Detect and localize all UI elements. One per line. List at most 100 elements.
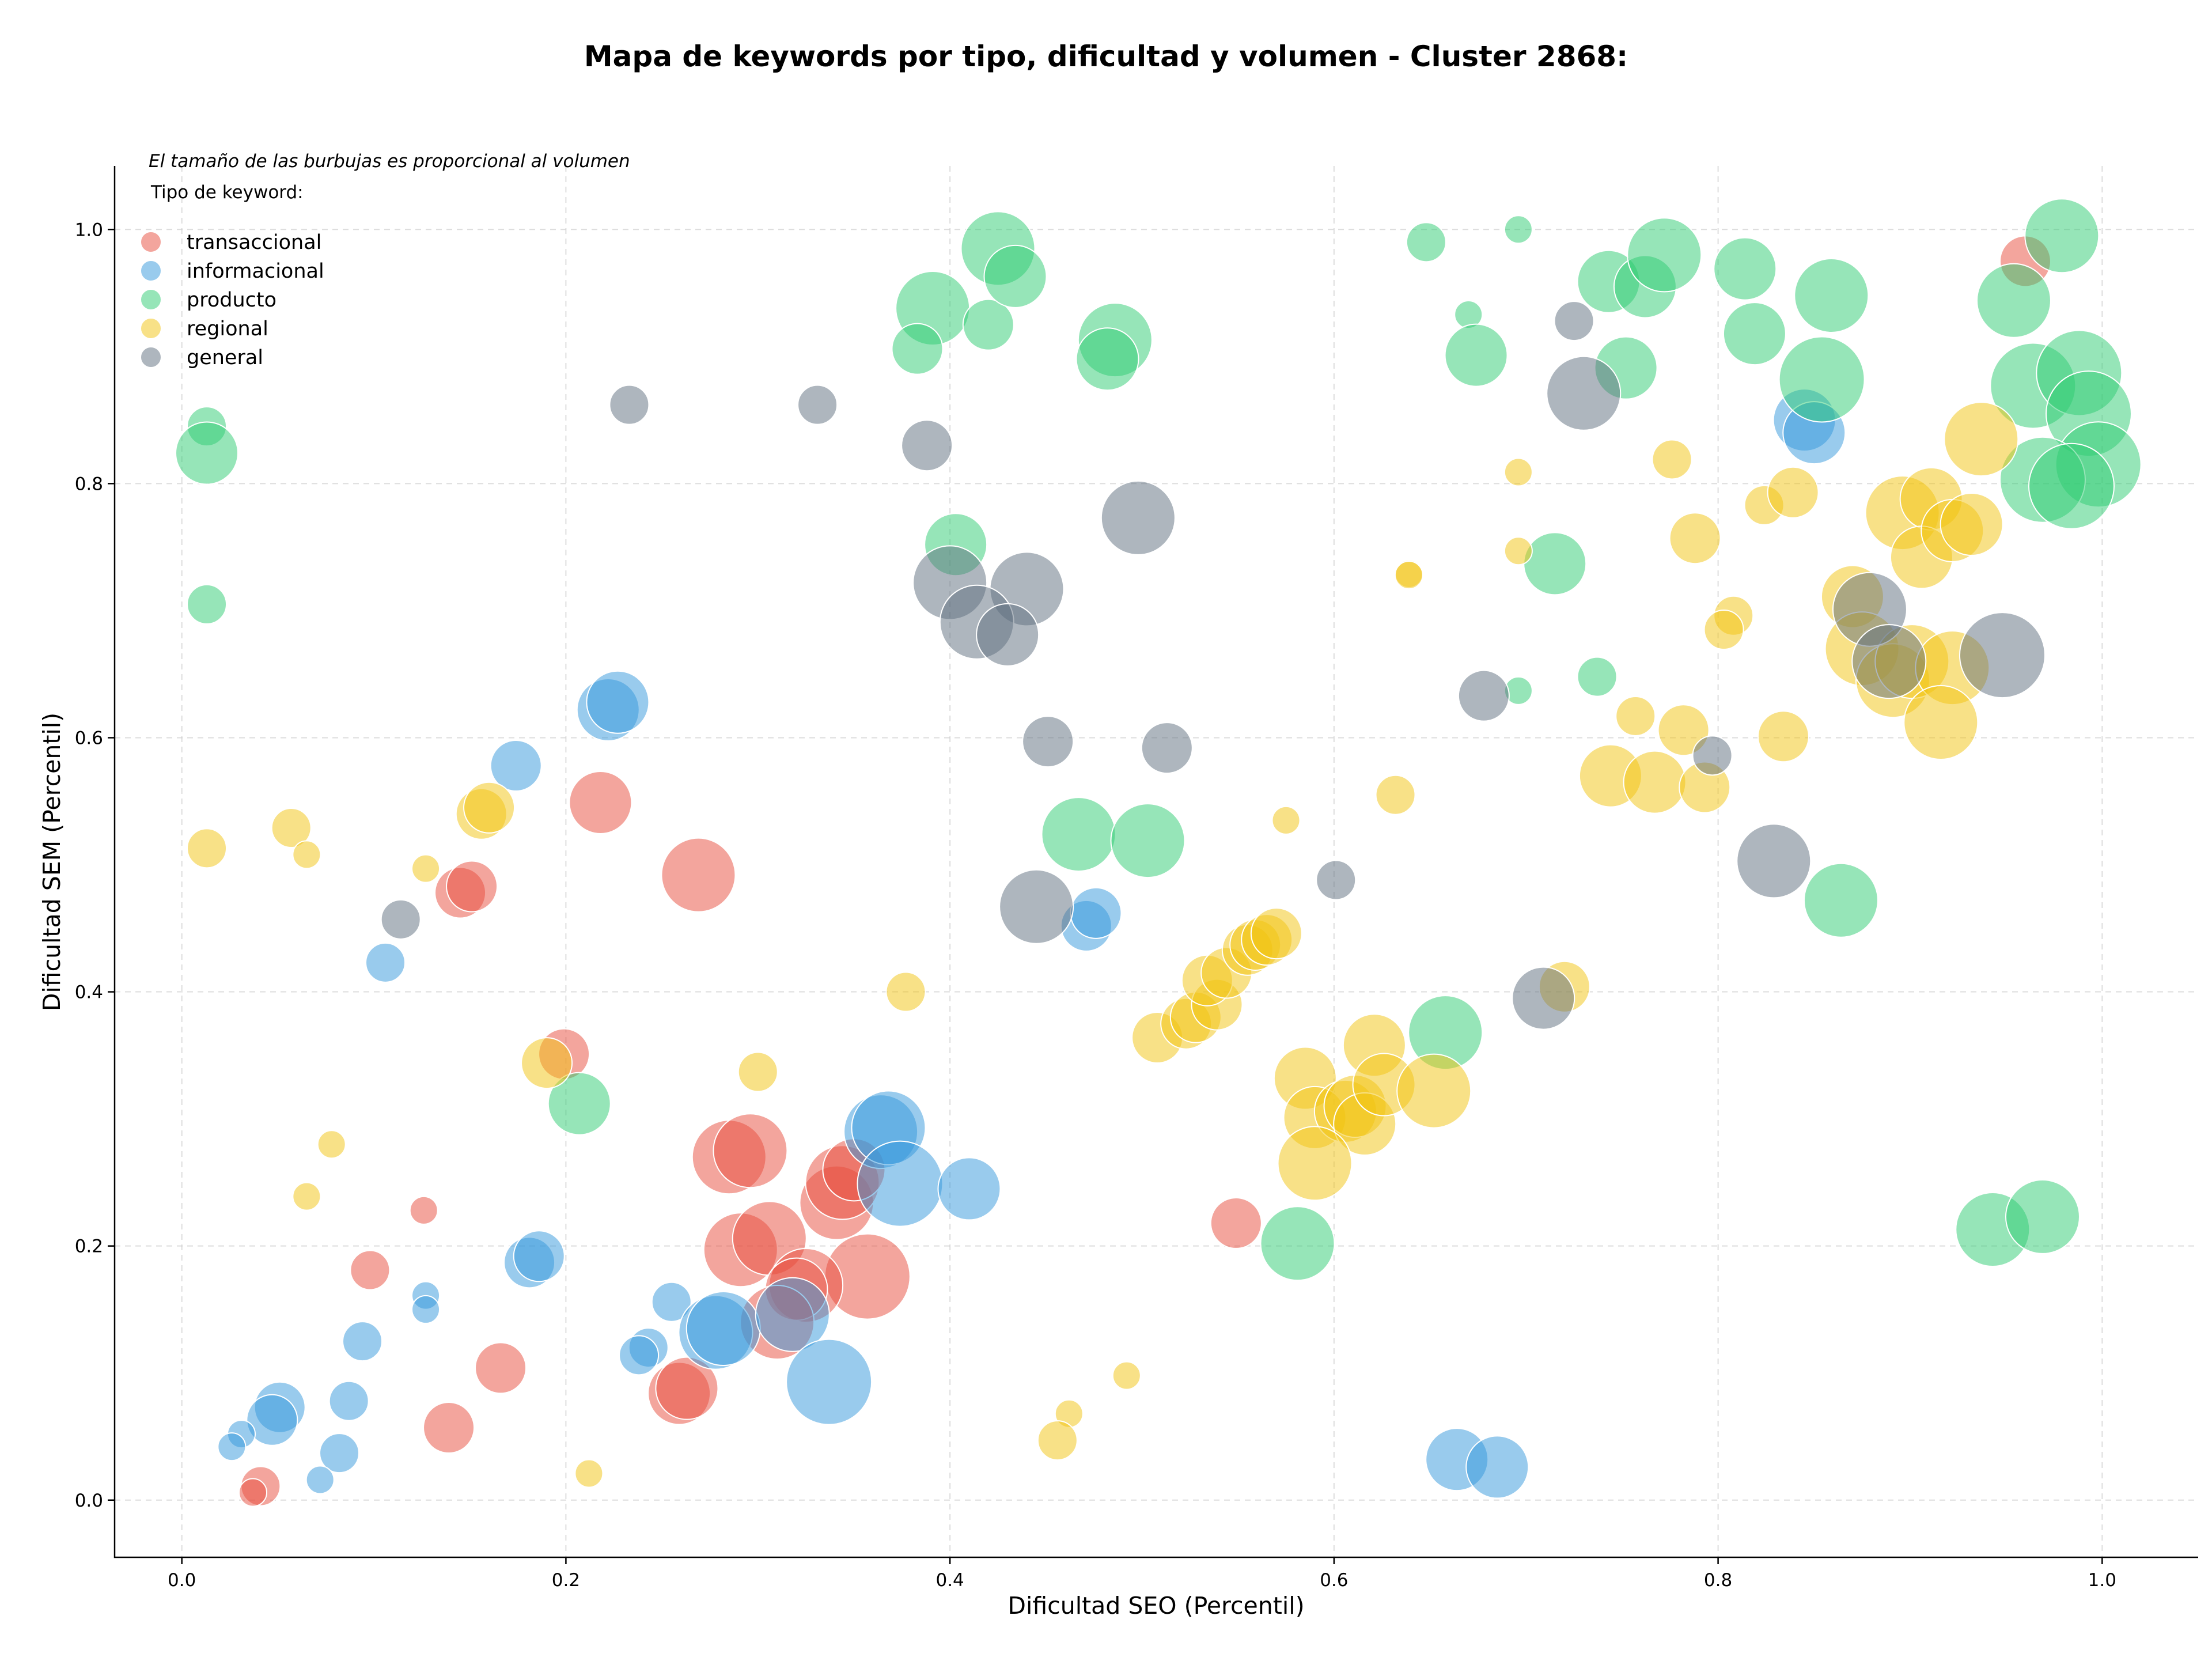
bubble-regional [1767, 466, 1819, 519]
bubble-transaccional [350, 1250, 391, 1291]
x-tick-label: 1.0 [2088, 1570, 2116, 1591]
bubble-regional [1652, 439, 1692, 480]
bubble-regional [1503, 457, 1533, 487]
x-axis-ticks: 0.0 0.2 0.4 0.6 0.8 1.0 [168, 1557, 2116, 1591]
bubble-informacional [328, 1380, 369, 1421]
bubble-regional [1669, 512, 1721, 565]
bubble-regional [574, 1459, 604, 1488]
bubble-regional [1271, 805, 1301, 835]
y-axis-label: Dificultad SEM (Percentil) [38, 713, 66, 1011]
bubble-regional [1037, 1420, 1078, 1461]
bubble-producto [1110, 803, 1185, 879]
bubble-general [380, 899, 421, 940]
bubble-producto [547, 1072, 611, 1136]
bubble-informacional [586, 670, 650, 734]
bubble-informacional [651, 1281, 692, 1322]
bubble-informacional [937, 1157, 1001, 1221]
bubble-regional [411, 854, 441, 883]
bubble-producto [1503, 215, 1533, 244]
y-axis-ticks: 0.0 0.2 0.4 0.6 0.8 1.0 [75, 220, 115, 1511]
bubble-regional [1396, 1053, 1472, 1129]
bubble-producto [891, 323, 944, 375]
bubble-producto [1577, 656, 1618, 697]
bubble-transaccional [661, 837, 736, 913]
legend-marker-transaccional [140, 231, 162, 253]
bubble-regional [1394, 561, 1423, 590]
legend-label-general: general [187, 346, 263, 369]
y-tick-label: 0.0 [75, 1490, 103, 1511]
bubble-general [976, 603, 1040, 667]
bubble-general [999, 869, 1074, 944]
bubble-producto [1041, 797, 1116, 872]
bubble-general [1100, 480, 1176, 555]
bubble-producto [1627, 217, 1702, 293]
bubble-regional [1623, 750, 1687, 814]
legend-marker-informacional [140, 260, 162, 282]
bubble-regional [1657, 704, 1710, 756]
bubble-general [1512, 966, 1575, 1030]
bubble-general [797, 384, 838, 425]
bubble-general [1554, 301, 1594, 342]
bubble-producto [175, 421, 239, 485]
legend-label-producto: producto [187, 289, 276, 312]
bubble-producto [1406, 222, 1446, 263]
bubble-regional [521, 1037, 573, 1089]
bubble-informacional [857, 1140, 944, 1227]
bubble-producto [1713, 237, 1777, 301]
bubble-regional [317, 1130, 346, 1159]
bubble-regional [1250, 907, 1302, 960]
bubble-regional [463, 781, 516, 834]
bubble-transaccional [1210, 1197, 1262, 1249]
bubble-informacional [786, 1338, 873, 1425]
bubble-general [901, 419, 953, 472]
legend: transaccional informacional producto region… [140, 231, 324, 369]
bubble-regional [187, 828, 228, 869]
legend-marker-regional [140, 317, 162, 339]
bubble-informacional [342, 1321, 383, 1362]
bubble-regional [737, 1051, 778, 1092]
bubble-general [1457, 669, 1510, 722]
x-tick-label: 0.4 [935, 1570, 964, 1591]
bubble-regional [271, 808, 312, 849]
bubble-general [1546, 355, 1622, 431]
bubble-general [1692, 735, 1733, 776]
bubble-transaccional [569, 770, 632, 834]
bubble-transaccional [423, 1402, 475, 1454]
y-tick-label: 0.6 [75, 728, 103, 748]
bubble-informacional [755, 1277, 830, 1352]
bubble-informacional [619, 1335, 660, 1376]
bubble-transaccional [409, 1195, 438, 1225]
bubble-producto [1976, 263, 2051, 338]
bubble-regional [1757, 710, 1809, 763]
legend-title: Tipo de keyword: [150, 182, 304, 203]
bubbles [175, 198, 2142, 1507]
bubble-informacional [365, 942, 406, 983]
y-tick-label: 1.0 [75, 220, 103, 240]
bubble-producto [1803, 862, 1878, 938]
bubble-general [609, 384, 650, 425]
x-tick-label: 0.8 [1704, 1570, 1732, 1591]
bubble-producto [187, 584, 228, 625]
bubble-informacional [246, 1394, 298, 1446]
legend-label-regional: regional [187, 317, 268, 340]
bubble-regional [1112, 1361, 1141, 1390]
bubble-producto [1722, 302, 1786, 366]
bubble-transaccional [475, 1342, 527, 1394]
y-tick-label: 0.2 [75, 1236, 103, 1257]
bubble-producto [1523, 532, 1587, 596]
bubble-regional [1944, 402, 2019, 477]
bubble-regional [885, 971, 926, 1012]
bubble-regional [1703, 610, 1744, 650]
x-tick-label: 0.0 [168, 1570, 196, 1591]
bubble-transaccional [238, 1478, 268, 1507]
bubble-producto [1444, 323, 1508, 387]
axis-spines [113, 166, 2198, 1558]
series-informacional [217, 388, 1846, 1499]
bubble-producto [962, 298, 1014, 351]
legend-marker-general [140, 346, 162, 368]
bubble-producto [1778, 336, 1865, 423]
bubble-producto [1260, 1206, 1335, 1281]
bubble-producto [1075, 327, 1139, 391]
bubble-informacional [685, 1291, 761, 1367]
